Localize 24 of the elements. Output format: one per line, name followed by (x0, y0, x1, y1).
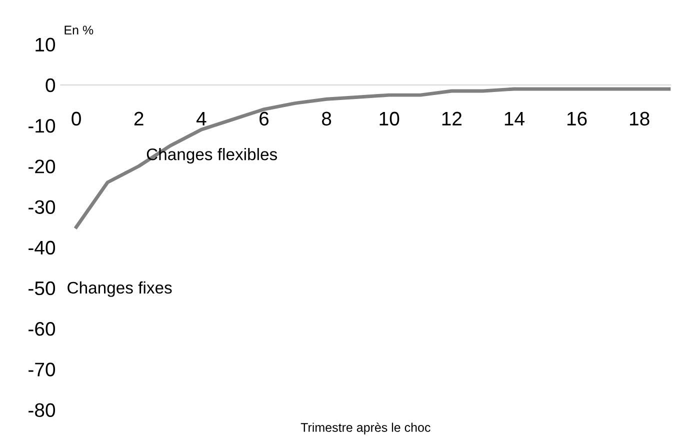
x-axis-title: Trimestre après le choc (300, 422, 430, 434)
x-tick-label: 0 (72, 112, 81, 126)
y-tick-label: -30 (28, 200, 56, 214)
x-tick-label: 16 (567, 112, 587, 126)
y-tick-label: 0 (46, 78, 56, 92)
y-tick-label: 10 (36, 38, 56, 52)
y-axis-title: En % (64, 26, 94, 34)
y-tick-label: -80 (28, 403, 56, 418)
x-tick-label: 6 (260, 112, 269, 126)
annotation: Changes flexibles (146, 148, 278, 164)
y-tick-label: -40 (28, 240, 56, 255)
y-tick-label: -60 (28, 322, 56, 336)
y-tick-label: -20 (28, 160, 56, 174)
y-tick-label: -70 (28, 362, 56, 376)
annotation: Changes fixes (68, 281, 172, 297)
x-tick-label: 14 (504, 112, 524, 126)
x-tick-label: 2 (134, 112, 144, 126)
x-tick-label: 12 (442, 112, 462, 126)
x-tick-label: 8 (322, 112, 332, 126)
x-tick-label: 10 (380, 112, 400, 126)
y-tick-label: -10 (28, 118, 56, 133)
y-tick-label: -50 (28, 281, 56, 296)
x-tick-label: 18 (630, 112, 650, 126)
x-tick-label: 4 (196, 112, 206, 126)
